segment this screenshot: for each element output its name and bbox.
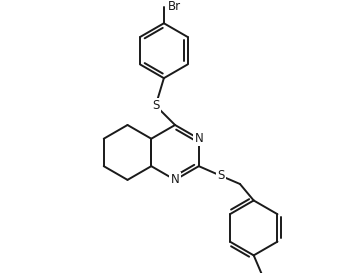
Text: N: N [195,132,203,145]
Text: N: N [171,173,179,186]
Text: S: S [152,99,159,112]
Text: Br: Br [168,0,181,13]
Text: S: S [217,169,224,182]
